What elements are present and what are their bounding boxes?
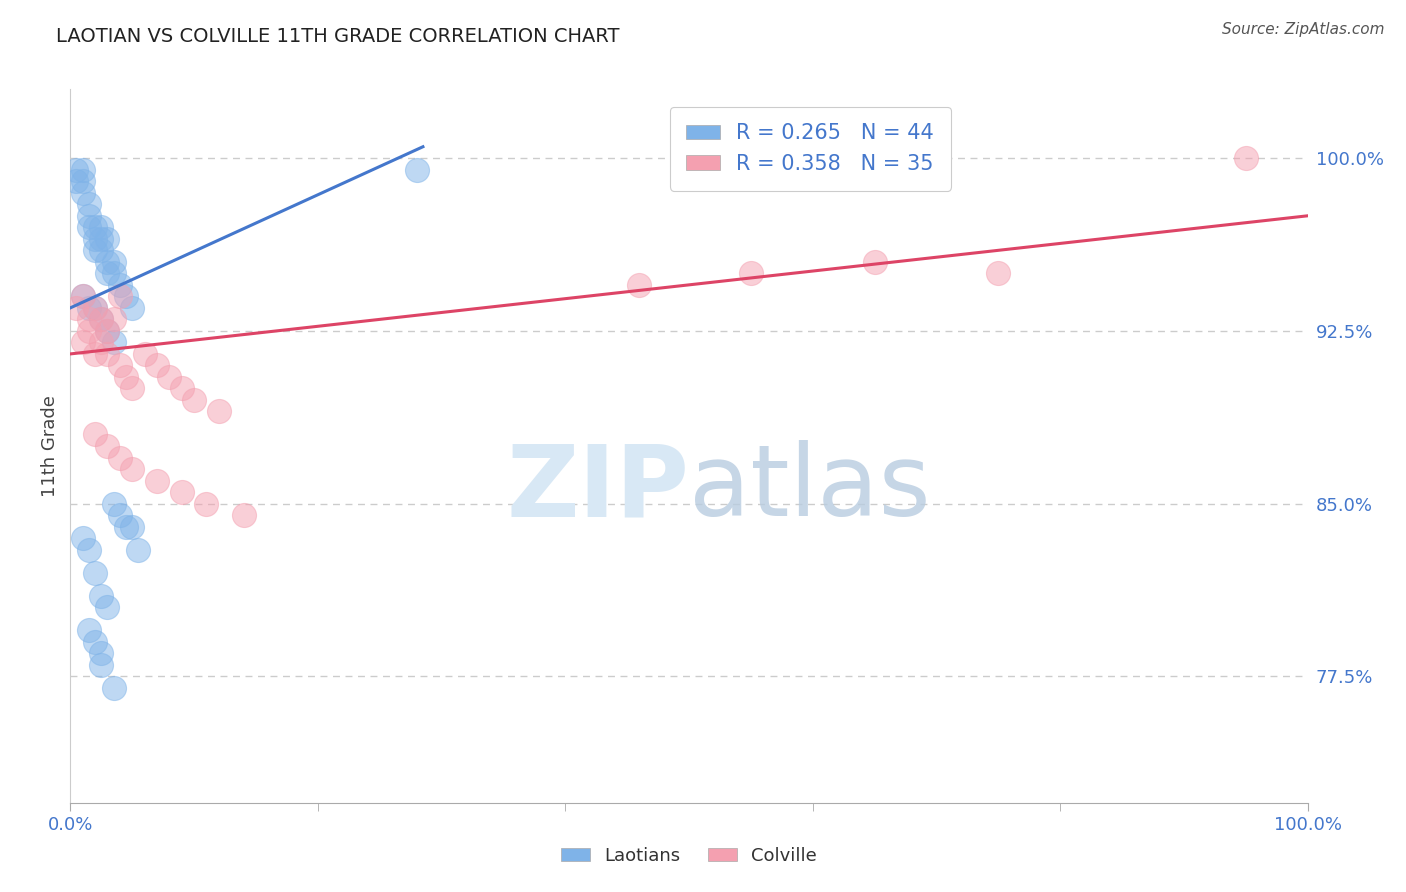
Point — [84, 301, 107, 315]
Legend: Laotians, Colville: Laotians, Colville — [554, 840, 824, 872]
Point — [96, 324, 118, 338]
Point — [77, 324, 100, 338]
Point — [84, 566, 107, 580]
Point — [1234, 151, 1257, 165]
Point — [170, 381, 193, 395]
Point — [103, 681, 125, 695]
Point — [65, 174, 87, 188]
Point — [121, 301, 143, 315]
Point — [115, 519, 138, 533]
Point — [121, 519, 143, 533]
Point — [84, 301, 107, 315]
Point — [84, 220, 107, 235]
Point — [72, 186, 94, 200]
Point — [84, 427, 107, 442]
Point — [77, 301, 100, 315]
Point — [90, 589, 112, 603]
Point — [103, 335, 125, 350]
Point — [121, 462, 143, 476]
Point — [863, 255, 886, 269]
Point — [65, 162, 87, 177]
Point — [103, 266, 125, 280]
Point — [405, 162, 427, 177]
Point — [115, 370, 138, 384]
Point — [90, 220, 112, 235]
Text: ZIP: ZIP — [506, 441, 689, 537]
Point — [77, 623, 100, 637]
Point — [103, 255, 125, 269]
Point — [77, 220, 100, 235]
Point — [77, 197, 100, 211]
Text: Source: ZipAtlas.com: Source: ZipAtlas.com — [1222, 22, 1385, 37]
Point — [72, 289, 94, 303]
Text: atlas: atlas — [689, 441, 931, 537]
Point — [170, 485, 193, 500]
Point — [84, 634, 107, 648]
Point — [103, 312, 125, 326]
Point — [108, 277, 131, 292]
Point — [146, 359, 169, 373]
Point — [84, 232, 107, 246]
Point — [90, 312, 112, 326]
Point — [96, 600, 118, 615]
Point — [108, 508, 131, 522]
Point — [157, 370, 180, 384]
Y-axis label: 11th Grade: 11th Grade — [41, 395, 59, 497]
Point — [72, 162, 94, 177]
Point — [628, 277, 651, 292]
Point — [987, 266, 1010, 280]
Point — [77, 312, 100, 326]
Point — [96, 232, 118, 246]
Point — [72, 335, 94, 350]
Point — [90, 312, 112, 326]
Point — [72, 289, 94, 303]
Point — [96, 347, 118, 361]
Point — [108, 289, 131, 303]
Point — [90, 646, 112, 660]
Point — [183, 392, 205, 407]
Point — [115, 289, 138, 303]
Point — [96, 324, 118, 338]
Point — [84, 244, 107, 258]
Point — [96, 255, 118, 269]
Point — [108, 450, 131, 465]
Point — [121, 381, 143, 395]
Point — [103, 497, 125, 511]
Text: LAOTIAN VS COLVILLE 11TH GRADE CORRELATION CHART: LAOTIAN VS COLVILLE 11TH GRADE CORRELATI… — [56, 27, 620, 45]
Point — [96, 439, 118, 453]
Point — [90, 657, 112, 672]
Point — [65, 301, 87, 315]
Point — [90, 232, 112, 246]
Point — [740, 266, 762, 280]
Point — [77, 209, 100, 223]
Point — [84, 347, 107, 361]
Point — [195, 497, 218, 511]
Point — [127, 542, 149, 557]
Point — [232, 508, 254, 522]
Point — [208, 404, 231, 418]
Point — [146, 474, 169, 488]
Point — [72, 174, 94, 188]
Point — [90, 244, 112, 258]
Point — [90, 335, 112, 350]
Point — [108, 359, 131, 373]
Point — [96, 266, 118, 280]
Point — [77, 542, 100, 557]
Point — [72, 531, 94, 545]
Point — [134, 347, 156, 361]
